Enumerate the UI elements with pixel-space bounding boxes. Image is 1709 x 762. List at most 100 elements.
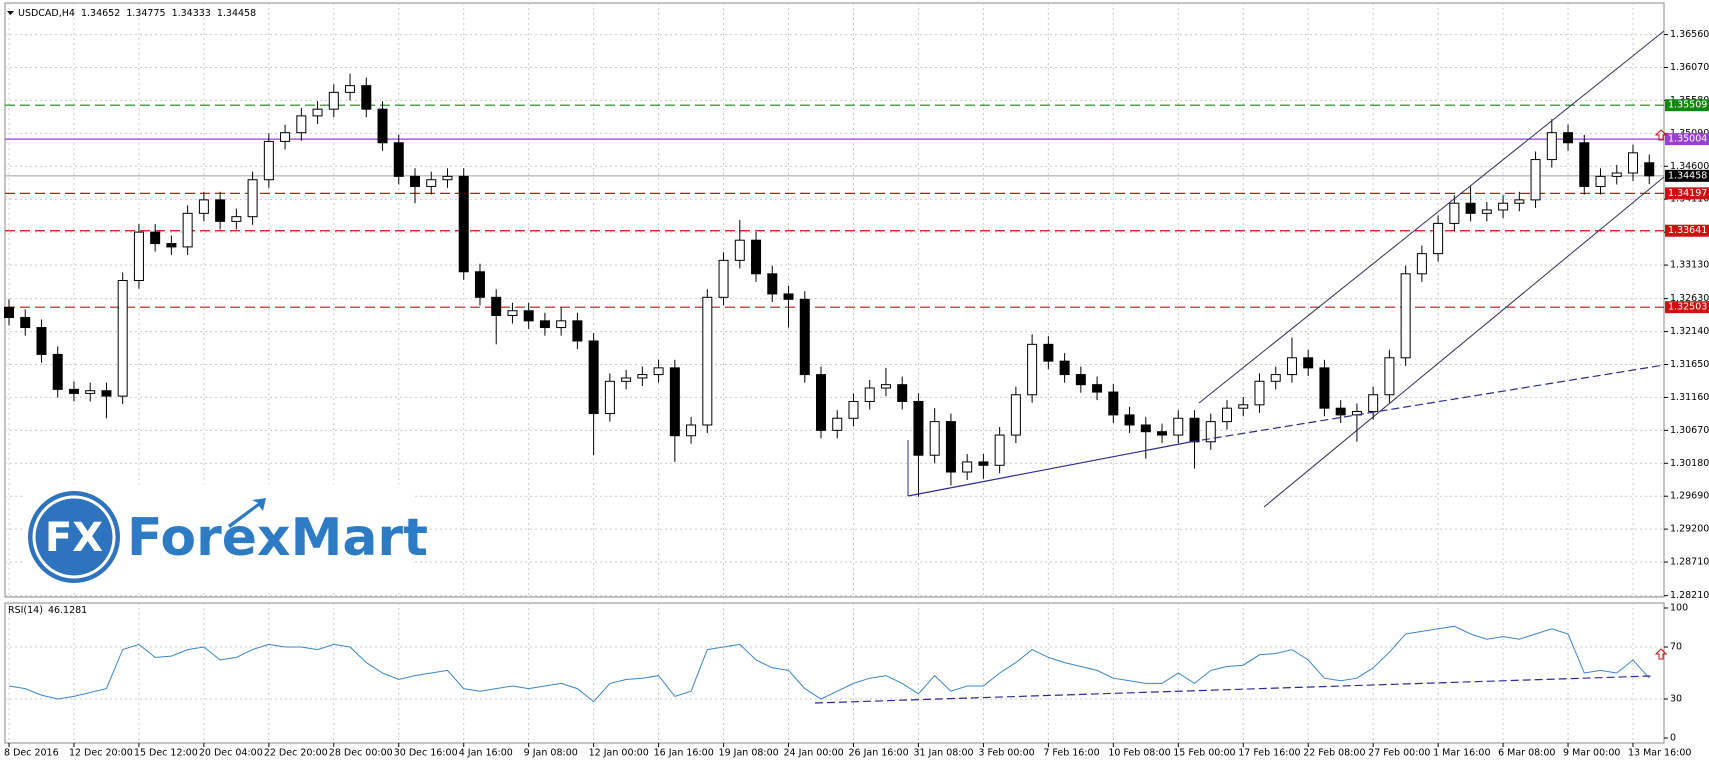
candle-body [1286, 357, 1297, 376]
level-label-bg [1665, 224, 1709, 237]
x-tick-label: 6 Mar 08:00 [1498, 748, 1555, 759]
candle-body [442, 175, 453, 181]
x-tick-label: 4 Jan 16:00 [459, 748, 513, 759]
candle-body [474, 271, 485, 298]
candle-body [4, 306, 14, 318]
y-tick-label: 70 [1670, 642, 1682, 653]
level-label: 1.32503 [1668, 302, 1707, 313]
candle-body [101, 390, 112, 397]
candle-body [702, 296, 713, 426]
support-line [907, 441, 1191, 497]
candle-body [653, 367, 664, 376]
rsi-panel [4, 602, 1665, 744]
level-label-bg [1665, 99, 1709, 112]
candle-body [962, 461, 973, 473]
x-tick-label: 22 Dec 20:00 [264, 748, 328, 759]
candle-body [182, 212, 193, 248]
y-tick-label: 1.28210 [1670, 590, 1709, 601]
candle-body [978, 461, 989, 466]
candle-body [1433, 222, 1444, 255]
candle-body [1400, 273, 1411, 359]
y-tick-label: 100 [1670, 603, 1688, 614]
candle-body [458, 175, 469, 273]
header-triangle [7, 11, 14, 15]
candle-body [1075, 374, 1086, 386]
candle-body [1205, 421, 1216, 443]
candle-body [1010, 394, 1021, 436]
candle-body [1027, 343, 1038, 396]
candle-body [897, 384, 908, 402]
x-tick-label: 26 Jan 16:00 [848, 748, 908, 759]
logo-arrow [228, 498, 266, 528]
candle-body [669, 367, 680, 437]
candle-body [848, 400, 859, 419]
level-label-bg [1665, 187, 1709, 200]
candle-body [1124, 414, 1135, 426]
y-tick-label: 1.28710 [1670, 557, 1709, 568]
candle-body [572, 320, 583, 342]
candle-body [507, 310, 518, 316]
header: USDCAD,H4 1.34652 1.34775 1.34333 1.34458 RS… [7, 8, 256, 616]
candle-body [361, 85, 372, 110]
candle-body [1416, 253, 1427, 275]
x-tick-label: 16 Jan 16:00 [654, 748, 714, 759]
x-tick-label: 28 Dec 00:00 [329, 748, 393, 759]
candle-body [1092, 384, 1103, 393]
candle-body [1579, 142, 1590, 187]
candle-body [816, 374, 826, 431]
candle-body [1384, 357, 1395, 396]
y-tick-label: 1.36560 [1670, 29, 1709, 40]
candle-body [36, 327, 47, 355]
candle-body [1449, 202, 1460, 224]
candle-body [1173, 417, 1184, 436]
y-tick-label: 1.34600 [1670, 161, 1709, 172]
candle-body [1335, 407, 1346, 416]
header-text: USDCAD,H4 1.34652 1.34775 1.34333 1.34458 [18, 8, 256, 19]
level-label: 1.33641 [1668, 225, 1707, 236]
candle-body [718, 259, 729, 298]
candle-body [1303, 357, 1314, 369]
level-label: 1.35509 [1668, 100, 1707, 111]
rsi-name: RSI(14) [8, 605, 43, 616]
rsi-header: RSI(14) 46.1281 [8, 605, 87, 616]
candle-body [767, 273, 778, 295]
candle-body [1222, 407, 1232, 423]
candle-body [328, 91, 339, 110]
x-tick-label: 31 Jan 08:00 [913, 748, 973, 759]
y-tick-label: 1.30180 [1670, 458, 1709, 469]
candle-body [1563, 132, 1574, 144]
x-tick-label: 15 Feb 00:00 [1173, 748, 1235, 759]
candle-body [231, 216, 242, 222]
logo-ring [32, 495, 116, 579]
y-tick-label: 1.29200 [1670, 524, 1709, 535]
symbol: USDCAD,H4 [18, 8, 75, 19]
y-tick-label: 1.36070 [1670, 62, 1709, 73]
candle-body [1254, 380, 1265, 406]
y-tick-label: 1.32630 [1670, 293, 1709, 304]
candle-body [215, 199, 226, 222]
candle-body [1481, 209, 1492, 214]
x-tick-label: 1 Mar 16:00 [1433, 748, 1490, 759]
low-value: 1.34333 [172, 8, 211, 19]
candle-body [734, 239, 745, 261]
x-tick-label: 9 Jan 08:00 [524, 748, 578, 759]
candle-body [1368, 394, 1379, 413]
x-tick-label: 7 Feb 16:00 [1043, 748, 1099, 759]
candle-body [426, 179, 437, 187]
logo-circle [28, 491, 120, 583]
rsi-line [8, 625, 1650, 703]
candle-body [799, 298, 810, 376]
candle-body [198, 199, 209, 214]
candle-body [1238, 404, 1249, 409]
candle-body [686, 424, 697, 437]
x-tick-label: 24 Jan 00:00 [784, 748, 844, 759]
candle-body [913, 400, 924, 456]
level-label: 1.35004 [1668, 134, 1707, 145]
candle-body [1595, 175, 1606, 187]
candle-body [864, 387, 875, 402]
candle-body [539, 320, 550, 329]
candle-body [994, 434, 1005, 466]
x-tick-label: 15 Dec 12:00 [134, 748, 198, 759]
candle-body [150, 231, 161, 245]
